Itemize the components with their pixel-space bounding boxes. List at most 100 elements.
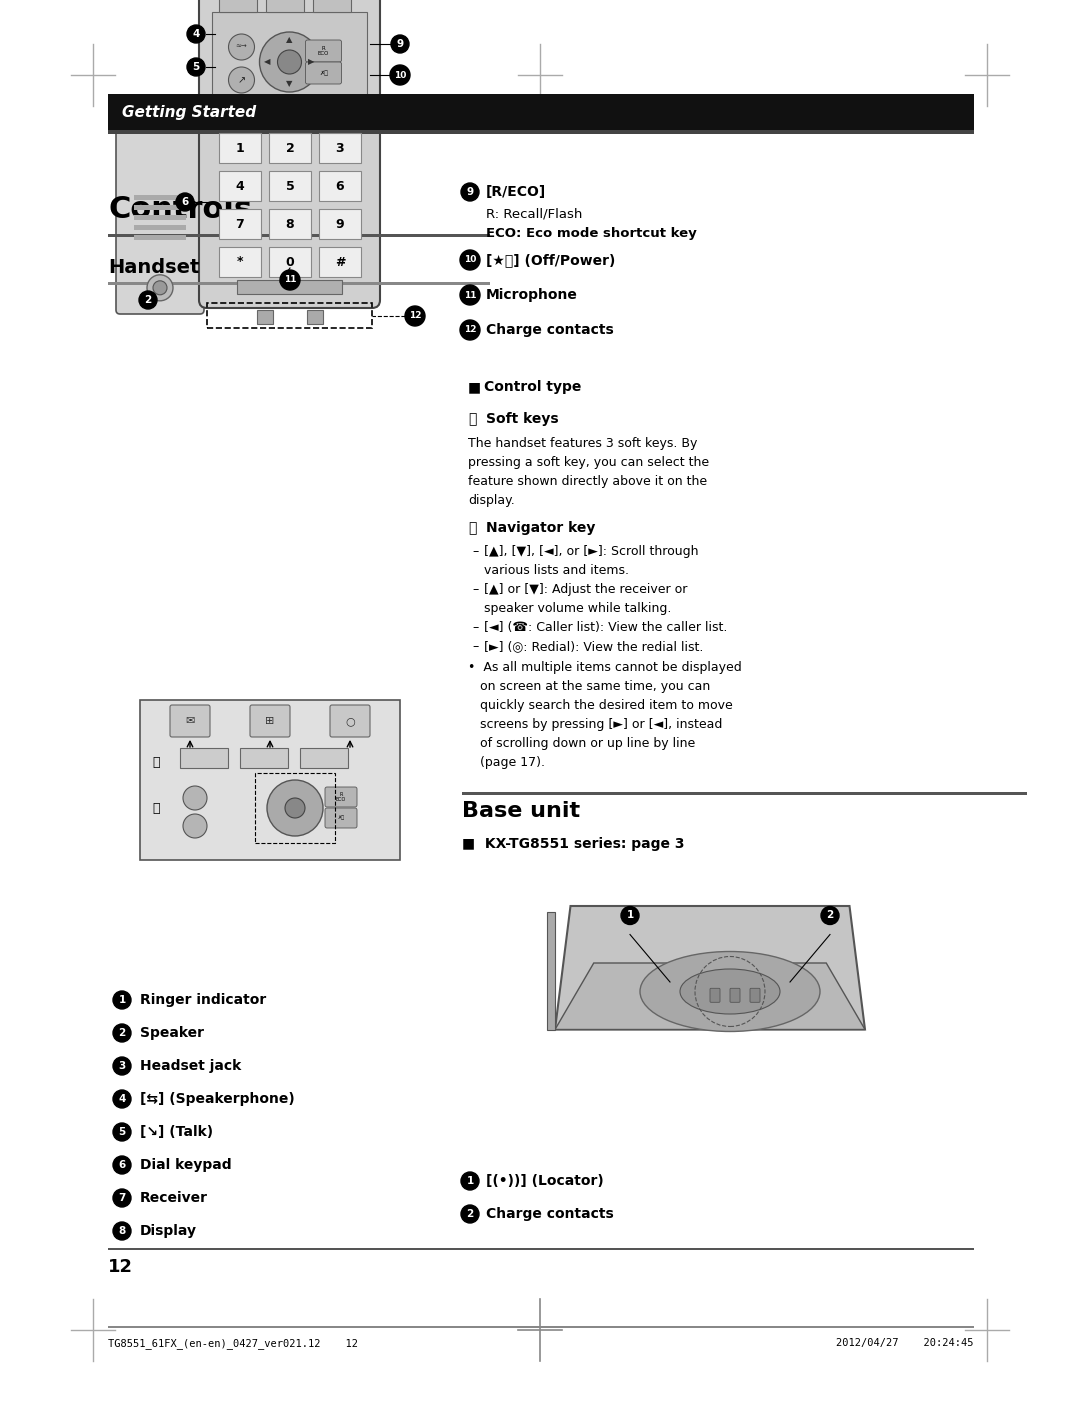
Bar bbox=[319, 171, 361, 201]
Circle shape bbox=[460, 320, 480, 340]
Text: 3: 3 bbox=[336, 142, 345, 154]
Bar bbox=[319, 247, 361, 277]
Text: 1: 1 bbox=[235, 142, 244, 154]
Text: 1: 1 bbox=[467, 1177, 474, 1186]
Text: 10: 10 bbox=[394, 70, 406, 80]
Text: 6: 6 bbox=[181, 197, 189, 206]
Bar bbox=[140, 701, 400, 861]
Text: Dial keypad: Dial keypad bbox=[140, 1158, 231, 1172]
Text: Controls: Controls bbox=[108, 195, 252, 225]
Text: Ringer indicator: Ringer indicator bbox=[140, 993, 267, 1007]
Bar bbox=[307, 310, 323, 324]
Text: 8: 8 bbox=[119, 1226, 125, 1236]
Bar bbox=[134, 205, 186, 209]
Text: [▲] or [▼]: Adjust the receiver or: [▲] or [▼]: Adjust the receiver or bbox=[484, 583, 687, 597]
Circle shape bbox=[183, 814, 207, 838]
Text: [►] (◎: Redial): View the redial list.: [►] (◎: Redial): View the redial list. bbox=[484, 640, 703, 653]
Bar bbox=[219, 247, 261, 277]
Text: Ⓐ: Ⓐ bbox=[152, 757, 160, 769]
FancyBboxPatch shape bbox=[750, 988, 760, 1002]
Bar bbox=[134, 225, 186, 230]
Text: 11: 11 bbox=[284, 275, 296, 285]
Text: 9: 9 bbox=[396, 39, 404, 49]
FancyBboxPatch shape bbox=[325, 788, 357, 807]
Circle shape bbox=[285, 797, 305, 819]
Bar bbox=[313, 0, 351, 13]
Bar bbox=[134, 215, 186, 219]
Circle shape bbox=[405, 306, 426, 326]
Bar bbox=[546, 911, 555, 1029]
FancyBboxPatch shape bbox=[199, 0, 380, 307]
Bar bbox=[269, 171, 311, 201]
Text: R
ECO: R ECO bbox=[318, 45, 329, 56]
Text: quickly search the desired item to move: quickly search the desired item to move bbox=[468, 699, 732, 712]
Circle shape bbox=[460, 250, 480, 270]
Text: Getting Started: Getting Started bbox=[122, 104, 256, 119]
Text: –: – bbox=[472, 640, 478, 653]
Circle shape bbox=[147, 275, 173, 300]
Text: ■: ■ bbox=[468, 380, 481, 395]
Text: Base unit: Base unit bbox=[462, 802, 580, 821]
Text: 7: 7 bbox=[119, 1193, 125, 1203]
Text: screens by pressing [►] or [◄], instead: screens by pressing [►] or [◄], instead bbox=[468, 717, 723, 731]
Bar bbox=[212, 13, 367, 112]
Circle shape bbox=[113, 1123, 131, 1141]
Bar bbox=[219, 209, 261, 239]
Text: [★⏻] (Off/Power): [★⏻] (Off/Power) bbox=[486, 253, 616, 267]
Circle shape bbox=[821, 907, 839, 924]
Circle shape bbox=[176, 192, 194, 211]
Bar bbox=[108, 282, 490, 285]
Bar bbox=[219, 0, 257, 13]
Bar bbox=[134, 195, 186, 199]
Text: 2012/04/27    20:24:45: 2012/04/27 20:24:45 bbox=[837, 1338, 974, 1348]
Circle shape bbox=[113, 1090, 131, 1108]
Text: 12: 12 bbox=[408, 312, 421, 320]
Text: 11: 11 bbox=[463, 291, 476, 299]
Circle shape bbox=[280, 270, 300, 291]
Bar bbox=[108, 1248, 974, 1250]
Text: 12: 12 bbox=[463, 326, 476, 334]
Text: ⊞: ⊞ bbox=[266, 716, 274, 726]
Text: 4: 4 bbox=[192, 29, 200, 39]
Text: •  As all multiple items cannot be displayed: • As all multiple items cannot be displa… bbox=[468, 661, 742, 674]
Text: 12: 12 bbox=[108, 1258, 133, 1276]
Text: [▲], [▼], [◄], or [►]: Scroll through: [▲], [▼], [◄], or [►]: Scroll through bbox=[484, 545, 699, 557]
Circle shape bbox=[187, 25, 205, 44]
Bar bbox=[300, 748, 348, 768]
FancyBboxPatch shape bbox=[330, 705, 370, 737]
Circle shape bbox=[113, 991, 131, 1009]
Text: Charge contacts: Charge contacts bbox=[486, 323, 613, 337]
Text: 1: 1 bbox=[626, 911, 634, 921]
Text: (page 17).: (page 17). bbox=[468, 755, 545, 769]
Text: 8: 8 bbox=[286, 218, 295, 230]
Text: 6: 6 bbox=[119, 1160, 125, 1170]
Text: Soft keys: Soft keys bbox=[486, 411, 558, 425]
Circle shape bbox=[183, 786, 207, 810]
Bar bbox=[257, 310, 272, 324]
Text: Handset: Handset bbox=[108, 258, 200, 277]
Bar bbox=[219, 171, 261, 201]
Bar bbox=[108, 131, 974, 133]
Circle shape bbox=[259, 32, 320, 93]
Circle shape bbox=[461, 183, 480, 201]
Text: 2: 2 bbox=[826, 911, 834, 921]
Text: 9: 9 bbox=[336, 218, 345, 230]
Bar bbox=[255, 774, 335, 842]
Text: 2: 2 bbox=[119, 1028, 125, 1038]
Text: –: – bbox=[472, 621, 478, 635]
Circle shape bbox=[390, 65, 410, 86]
Circle shape bbox=[113, 1189, 131, 1207]
Circle shape bbox=[113, 1155, 131, 1174]
Bar bbox=[269, 209, 311, 239]
Text: 10: 10 bbox=[463, 256, 476, 264]
Ellipse shape bbox=[640, 952, 820, 1032]
Text: ✗⏻: ✗⏻ bbox=[337, 816, 345, 820]
Bar bbox=[108, 234, 490, 237]
Text: ↗: ↗ bbox=[238, 74, 245, 86]
Bar bbox=[207, 303, 372, 329]
Text: ○: ○ bbox=[346, 716, 355, 726]
Text: [(•))] (Locator): [(•))] (Locator) bbox=[486, 1174, 604, 1188]
Text: 2: 2 bbox=[467, 1209, 474, 1219]
Text: ≈→: ≈→ bbox=[235, 44, 247, 51]
Circle shape bbox=[461, 1172, 480, 1191]
